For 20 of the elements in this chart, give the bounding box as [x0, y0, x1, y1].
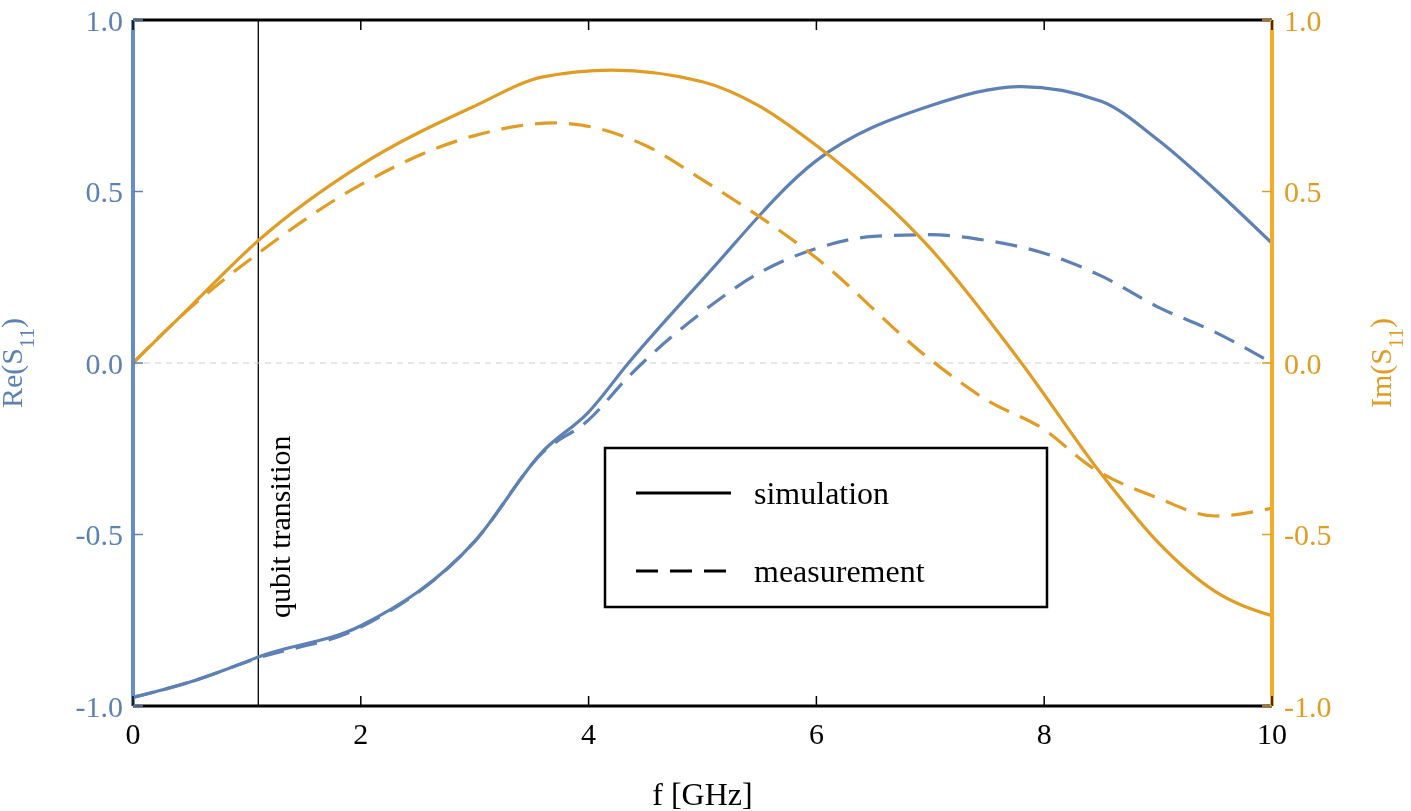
- y2-tick-label: 0.0: [1284, 346, 1322, 380]
- annotation: measurement: [754, 553, 925, 590]
- y-tick-label: 0.0: [85, 346, 123, 380]
- x-tick-label: 0: [125, 717, 141, 750]
- annotation: simulation: [754, 475, 890, 512]
- x-tick-label: 4: [581, 717, 597, 750]
- x-tick-label: 6: [808, 717, 824, 750]
- y2-tick-label: -1.0: [1284, 689, 1332, 723]
- x-tick-label: 8: [1036, 717, 1052, 750]
- y2-tick-label: 1.0: [1284, 3, 1322, 37]
- x-tick-label: 10: [1257, 717, 1287, 750]
- y2-tick-label: -0.5: [1284, 518, 1332, 551]
- y-tick-label: -0.5: [75, 518, 123, 551]
- x-axis-title: f [GHz]: [652, 776, 753, 811]
- x-tick-label: 2: [353, 717, 369, 750]
- y-tick-label: 0.5: [85, 175, 123, 208]
- y-tick-label: -1.0: [75, 689, 123, 723]
- ref-line-label: qubit transition: [263, 435, 297, 618]
- y2-tick-label: 0.5: [1284, 175, 1322, 208]
- y-tick-label: 1.0: [85, 3, 123, 37]
